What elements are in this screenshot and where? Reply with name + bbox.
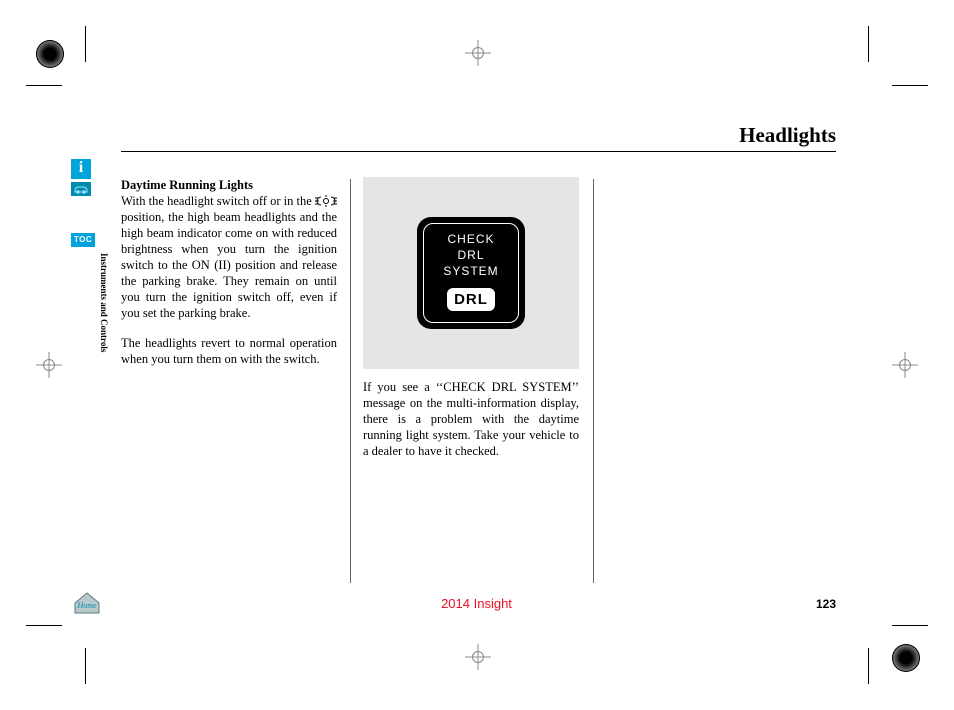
headlight-switch-icon (315, 195, 337, 207)
subheading: Daytime Running Lights (121, 178, 253, 192)
toc-tab[interactable]: TOC (71, 233, 95, 247)
page-content: Headlights i TOC Instruments and Control… (85, 85, 868, 625)
body-text: position, the high beam headlights and t… (121, 210, 337, 320)
drl-line: CHECK (447, 232, 494, 246)
vehicle-tab[interactable] (71, 182, 91, 196)
svg-text:Home: Home (76, 601, 97, 610)
registration-target-icon (465, 40, 491, 66)
page-title: Headlights (739, 123, 836, 148)
registration-target-icon (892, 352, 918, 378)
crop-mark (892, 85, 928, 86)
color-registration-icon (892, 644, 920, 672)
home-button[interactable]: Home (71, 591, 103, 615)
body-text: The headlights revert to normal operatio… (121, 335, 337, 367)
crop-mark (868, 26, 869, 62)
drl-panel: CHECK DRL SYSTEM DRL (417, 217, 525, 329)
column-1: Daytime Running Lights With the headligh… (121, 177, 337, 367)
crop-mark (892, 625, 928, 626)
drl-display-figure: CHECK DRL SYSTEM DRL (363, 177, 579, 369)
crop-mark (85, 648, 86, 684)
section-label: Instruments and Controls (99, 253, 109, 352)
registration-target-icon (465, 644, 491, 670)
column-divider (350, 179, 351, 583)
title-rule (121, 151, 836, 152)
crop-mark (85, 26, 86, 62)
color-registration-icon (36, 40, 64, 68)
drl-badge: DRL (447, 288, 495, 311)
drl-line: SYSTEM (443, 264, 498, 278)
body-text: With the headlight switch off or in the (121, 194, 315, 208)
info-tab[interactable]: i (71, 159, 91, 179)
column-divider (593, 179, 594, 583)
home-icon: Home (71, 591, 103, 615)
crop-mark (868, 648, 869, 684)
drl-message-text: CHECK DRL SYSTEM (443, 231, 498, 280)
crop-mark (26, 625, 62, 626)
crop-mark (26, 85, 62, 86)
model-year-label: 2014 Insight (441, 596, 512, 611)
drl-line: DRL (457, 248, 484, 262)
column-2: If you see a ‘‘CHECK DRL SYSTEM’’ messag… (363, 379, 579, 459)
registration-target-icon (36, 352, 62, 378)
car-icon (73, 184, 89, 194)
page-number: 123 (816, 597, 836, 611)
